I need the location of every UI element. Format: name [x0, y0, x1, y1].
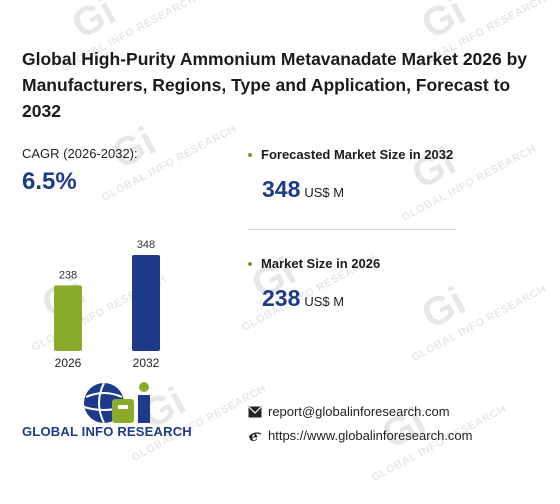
watermark-text: GLOBAL INFO RESEARCH: [99, 122, 239, 205]
metric-forecast-2032: Forecasted Market Size in 2032 348 US$ M: [248, 147, 453, 203]
email-link[interactable]: report@globalinforesearch.com: [268, 404, 450, 419]
metric-value: 348: [262, 176, 301, 202]
bar-category-label: 2032: [133, 356, 160, 370]
bullet-dot: [248, 261, 252, 266]
watermark-logo: Gi: [414, 0, 473, 48]
contact-email[interactable]: report@globalinforesearch.com: [248, 404, 450, 419]
metric-size-2026: Market Size in 2026 238 US$ M: [248, 256, 380, 312]
watermark-text: GLOBAL INFO RESEARCH: [409, 282, 549, 365]
cagr-label: CAGR (2026-2032):: [22, 146, 138, 161]
watermark-logo: Gi: [34, 268, 93, 328]
watermark-logo: Gi: [64, 0, 123, 48]
bullet-dot: [248, 152, 252, 157]
bar-value-label: 348: [137, 239, 155, 251]
brand-name: GLOBAL INFO RESEARCH: [22, 424, 192, 439]
divider: [248, 229, 456, 230]
watermark-text: GLOBAL INFO RESEARCH: [29, 272, 169, 355]
ie-browser-icon: e: [248, 429, 262, 443]
watermark: Gi GLOBAL INFO RESEARCH: [388, 257, 548, 384]
cagr-value: 6.5%: [22, 168, 77, 195]
metric-value: 238: [262, 285, 301, 311]
bar-category-label: 2026: [55, 356, 82, 370]
metric-label: Forecasted Market Size in 2032: [261, 147, 454, 162]
metric-unit: US$ M: [304, 185, 345, 200]
globe-gi-logo-icon: [83, 382, 150, 424]
bar-2026: [54, 285, 82, 351]
page-title: Global High-Purity Ammonium Metavanadate…: [22, 49, 528, 121]
metric-unit: US$ M: [304, 294, 345, 309]
envelope-icon: [248, 406, 262, 417]
bar-2032: [132, 255, 160, 351]
bar-value-label: 238: [59, 269, 77, 281]
contact-website[interactable]: e https://www.globalinforesearch.com: [248, 428, 472, 443]
website-link[interactable]: https://www.globalinforesearch.com: [268, 428, 473, 443]
watermark-logo: Gi: [414, 278, 473, 338]
metric-label: Market Size in 2026: [261, 256, 381, 271]
watermark: Gi GLOBAL INFO RESEARCH: [8, 247, 168, 374]
svg-text:e: e: [249, 429, 258, 443]
